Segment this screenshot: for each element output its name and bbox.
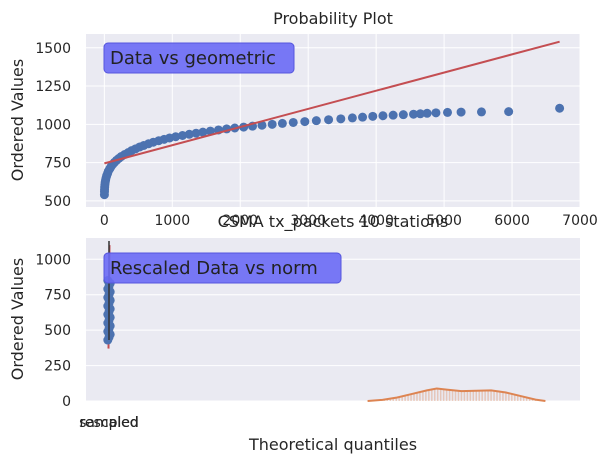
x-tick-label: 1000 — [154, 213, 190, 229]
data-point — [388, 110, 398, 120]
x-tick-label: 3000 — [290, 213, 326, 229]
data-point — [184, 129, 194, 139]
x-tick-label: 7000 — [562, 213, 598, 229]
annotation-text: Data vs geometric — [110, 48, 276, 69]
data-point — [324, 115, 334, 125]
data-point — [205, 126, 215, 136]
x-tick-label: 6000 — [494, 213, 530, 229]
data-point — [409, 109, 419, 119]
data-point — [257, 120, 267, 130]
y-tick-label: 1000 — [35, 252, 71, 268]
data-point — [422, 108, 432, 118]
density-curve — [367, 387, 546, 402]
x-tick-label: 2000 — [222, 213, 258, 229]
y-tick-label: 500 — [44, 323, 71, 339]
data-point — [288, 117, 298, 127]
data-point — [456, 107, 466, 117]
x-tick-label: 5000 — [426, 213, 462, 229]
top-plot-ticks: 0 1000 2000 3000 4000 5000 6000 7000 500 750 1000 1… — [35, 41, 597, 229]
y-tick-label: 0 — [62, 394, 71, 410]
y-tick-label: 1250 — [35, 79, 71, 95]
data-point — [398, 110, 408, 120]
annotation-box — [103, 252, 342, 284]
x-tick-label: rescaled — [79, 415, 138, 431]
top-plot-annotation: Data vs geometric — [103, 42, 295, 74]
data-point — [198, 127, 208, 137]
y-tick-label: 500 — [44, 194, 71, 210]
x-tick-label: sampled — [79, 415, 139, 431]
bottom-plot-ylabel: Ordered Values — [8, 258, 27, 380]
fit-line — [104, 40, 560, 165]
data-point — [347, 113, 357, 123]
top-plot-title: Probability Plot — [273, 9, 393, 28]
annotation-box — [103, 42, 295, 74]
data-point — [177, 131, 187, 141]
data-point — [191, 128, 201, 138]
data-point — [336, 114, 346, 124]
data-point — [171, 132, 181, 142]
bottom-plot-title: CSMA tx_packets 10 stations — [218, 212, 449, 232]
x-tick-label: 0 — [100, 213, 109, 229]
data-point — [267, 119, 277, 129]
data-point — [368, 111, 378, 121]
bottom-plot-xlabel: Theoretical quantiles — [248, 435, 417, 454]
data-point — [277, 118, 287, 128]
y-tick-label: 1500 — [35, 41, 71, 57]
top-plot-ylabel: Ordered Values — [8, 59, 27, 181]
y-tick-label: 1000 — [35, 117, 71, 133]
top-plot-content — [99, 40, 565, 200]
annotation-text: Rescaled Data vs norm — [110, 258, 318, 279]
data-point — [358, 112, 368, 122]
data-point — [431, 108, 441, 118]
data-point — [555, 103, 565, 113]
y-tick-label: 750 — [44, 156, 71, 172]
data-point — [504, 107, 514, 117]
y-tick-label: 250 — [44, 359, 71, 375]
y-tick-label: 750 — [44, 288, 71, 304]
data-point — [476, 107, 486, 117]
data-point — [378, 111, 388, 121]
data-point — [300, 117, 310, 127]
top-plot: 0 1000 2000 3000 4000 5000 6000 7000 500 750 1000 1… — [8, 9, 598, 229]
data-point — [415, 109, 425, 119]
data-point — [442, 107, 452, 117]
bottom-plot-annotation: Rescaled Data vs norm — [103, 252, 342, 284]
x-tick-label: 4000 — [358, 213, 394, 229]
data-point — [311, 116, 321, 126]
